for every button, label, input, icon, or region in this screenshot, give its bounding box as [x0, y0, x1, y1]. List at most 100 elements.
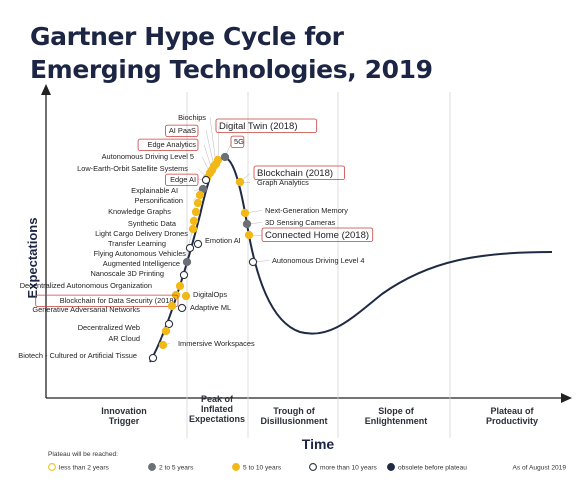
tech-dot: [213, 155, 223, 165]
legend-swatch: [232, 463, 240, 471]
tech-edge-ai: Edge AI: [165, 173, 211, 186]
highlight-box: [165, 124, 199, 137]
tech-graph-analytics: Graph Analytics: [235, 177, 309, 187]
tech-dot: [167, 301, 177, 311]
phase-label-plateau: Plateau of: [490, 406, 534, 416]
tech-personification: Personification: [135, 190, 205, 205]
legend-item-label: 5 to 10 years: [243, 465, 282, 472]
tech-digitalops: DigitalOps: [181, 290, 227, 301]
tech-dot: [244, 230, 254, 240]
legend-title: Plateau will be reached:: [48, 451, 118, 458]
tech-label: Transfer Learning: [108, 239, 166, 248]
tech-label: Personification: [135, 196, 183, 205]
phase-label-slope: Slope of: [378, 406, 415, 416]
phase-label-innovation-trigger: Trigger: [109, 416, 140, 426]
leader-line: [205, 130, 215, 167]
highlight-box: [230, 135, 245, 148]
phase-label-plateau: Productivity: [486, 416, 538, 426]
highlight-box: [137, 138, 199, 151]
tech-flying-autonomous-vehicles: Flying Autonomous Vehicles: [94, 243, 195, 258]
tech-autonomous-driving-level-4: Autonomous Driving Level 4: [248, 256, 364, 267]
tech-label: Decentralized Autonomous Organization: [20, 281, 152, 290]
tech-ar-cloud: AR Cloud: [108, 326, 171, 343]
legend-item-label: obsolete before plateau: [398, 465, 467, 472]
tech-label: Flying Autonomous Vehicles: [94, 249, 187, 258]
tech-emotion-ai: Emotion AI: [193, 236, 241, 249]
tech-dot: [195, 190, 205, 200]
as-of-date: As of August 2019: [512, 465, 566, 472]
tech-label: DigitalOps: [193, 290, 227, 299]
title-line-2: Emerging Technologies, 2019: [30, 55, 433, 84]
highlight-box: [35, 294, 179, 307]
legend-item-label: 2 to 5 years: [159, 465, 194, 472]
tech-transfer-learning: Transfer Learning: [108, 224, 198, 248]
tech-dot: [175, 281, 185, 291]
tech-dot: [189, 216, 199, 226]
tech-dot: [161, 326, 171, 336]
title-line-1: Gartner Hype Cycle for: [30, 22, 344, 51]
tech-dot: [235, 177, 245, 187]
tech-label: Digital Twin (2018): [219, 121, 298, 132]
legend-swatch: [309, 463, 317, 471]
tech-dot: [193, 239, 203, 249]
tech-label: Autonomous Driving Level 4: [272, 256, 364, 265]
tech-connected-home-2018: Connected Home (2018): [244, 227, 374, 242]
leader-line: [209, 117, 217, 165]
tech-label: Edge Analytics: [148, 140, 197, 149]
tech-label: Adaptive ML: [190, 303, 231, 312]
tech-label: AR Cloud: [108, 334, 140, 343]
tech-generative-adversarial-networks: Generative Adversarial Networks: [32, 301, 177, 314]
tech-label: AI PaaS: [169, 126, 196, 135]
tech-decentralized-web: Decentralized Web: [78, 319, 174, 332]
highlight-box: [165, 173, 199, 186]
x-axis-label: Time: [302, 436, 335, 452]
tech-label: 5G: [234, 137, 244, 146]
y-axis-label: Expectations: [25, 218, 40, 299]
phase-label-trough: Trough of: [273, 406, 315, 416]
tech-biotech-cultured-or-artificial-tissue: Biotech - Cultured or Artificial Tissue: [18, 351, 158, 363]
tech-immersive-workspaces: Immersive Workspaces: [158, 339, 255, 350]
phase-label-peak: Expectations: [189, 414, 245, 424]
tech-label: Graph Analytics: [257, 178, 309, 187]
phase-label-peak: Peak of: [201, 394, 234, 404]
tech-label: 3D Sensing Cameras: [265, 218, 336, 227]
tech-dot: [158, 340, 168, 350]
phase-label-innovation-trigger: Innovation: [101, 406, 147, 416]
hype-curve: [149, 156, 553, 363]
tech-dot: [164, 319, 174, 329]
legend-item-label: more than 10 years: [320, 465, 378, 472]
legend-swatch: [48, 463, 56, 471]
tech-dot: [248, 257, 258, 267]
tech-label: Synthetic Data: [128, 219, 177, 228]
tech-label: Emotion AI: [205, 236, 241, 245]
highlight-box: [215, 118, 318, 133]
tech-digital-twin-2018: Digital Twin (2018): [213, 118, 318, 165]
tech-dot: [201, 175, 211, 185]
tech-label: Blockchain for Data Security (2018): [60, 296, 176, 305]
tech-dot: [182, 257, 192, 267]
tech-dot: [240, 208, 250, 218]
highlight-box: [253, 165, 345, 180]
tech-nanoscale-3d-printing: Nanoscale 3D Printing: [90, 269, 189, 280]
tech-augmented-intelligence: Augmented Intelligence: [103, 257, 192, 268]
tech-dot: [185, 243, 195, 253]
tech-label: Blockchain (2018): [257, 168, 333, 179]
tech-5g: 5G: [220, 135, 245, 162]
tech-dot: [191, 207, 201, 217]
tech-explainable-ai: Explainable AI: [131, 184, 208, 195]
leader-line: [203, 144, 213, 171]
tech-label: Knowledge Graphs: [108, 207, 171, 216]
tech-dot: [181, 291, 191, 301]
legend: Plateau will be reached: less than 2 year…: [48, 451, 566, 472]
legend-swatch: [387, 463, 395, 471]
tech-3d-sensing-cameras: 3D Sensing Cameras: [242, 218, 336, 229]
tech-dot: [179, 270, 189, 280]
tech-label: Light Cargo Delivery Drones: [95, 229, 188, 238]
legend-item-label: less than 2 years: [59, 465, 110, 472]
x-axis-arrow: [561, 393, 572, 403]
tech-knowledge-graphs: Knowledge Graphs: [108, 198, 203, 216]
tech-label: Edge AI: [170, 175, 196, 184]
tech-label: Immersive Workspaces: [178, 339, 255, 348]
